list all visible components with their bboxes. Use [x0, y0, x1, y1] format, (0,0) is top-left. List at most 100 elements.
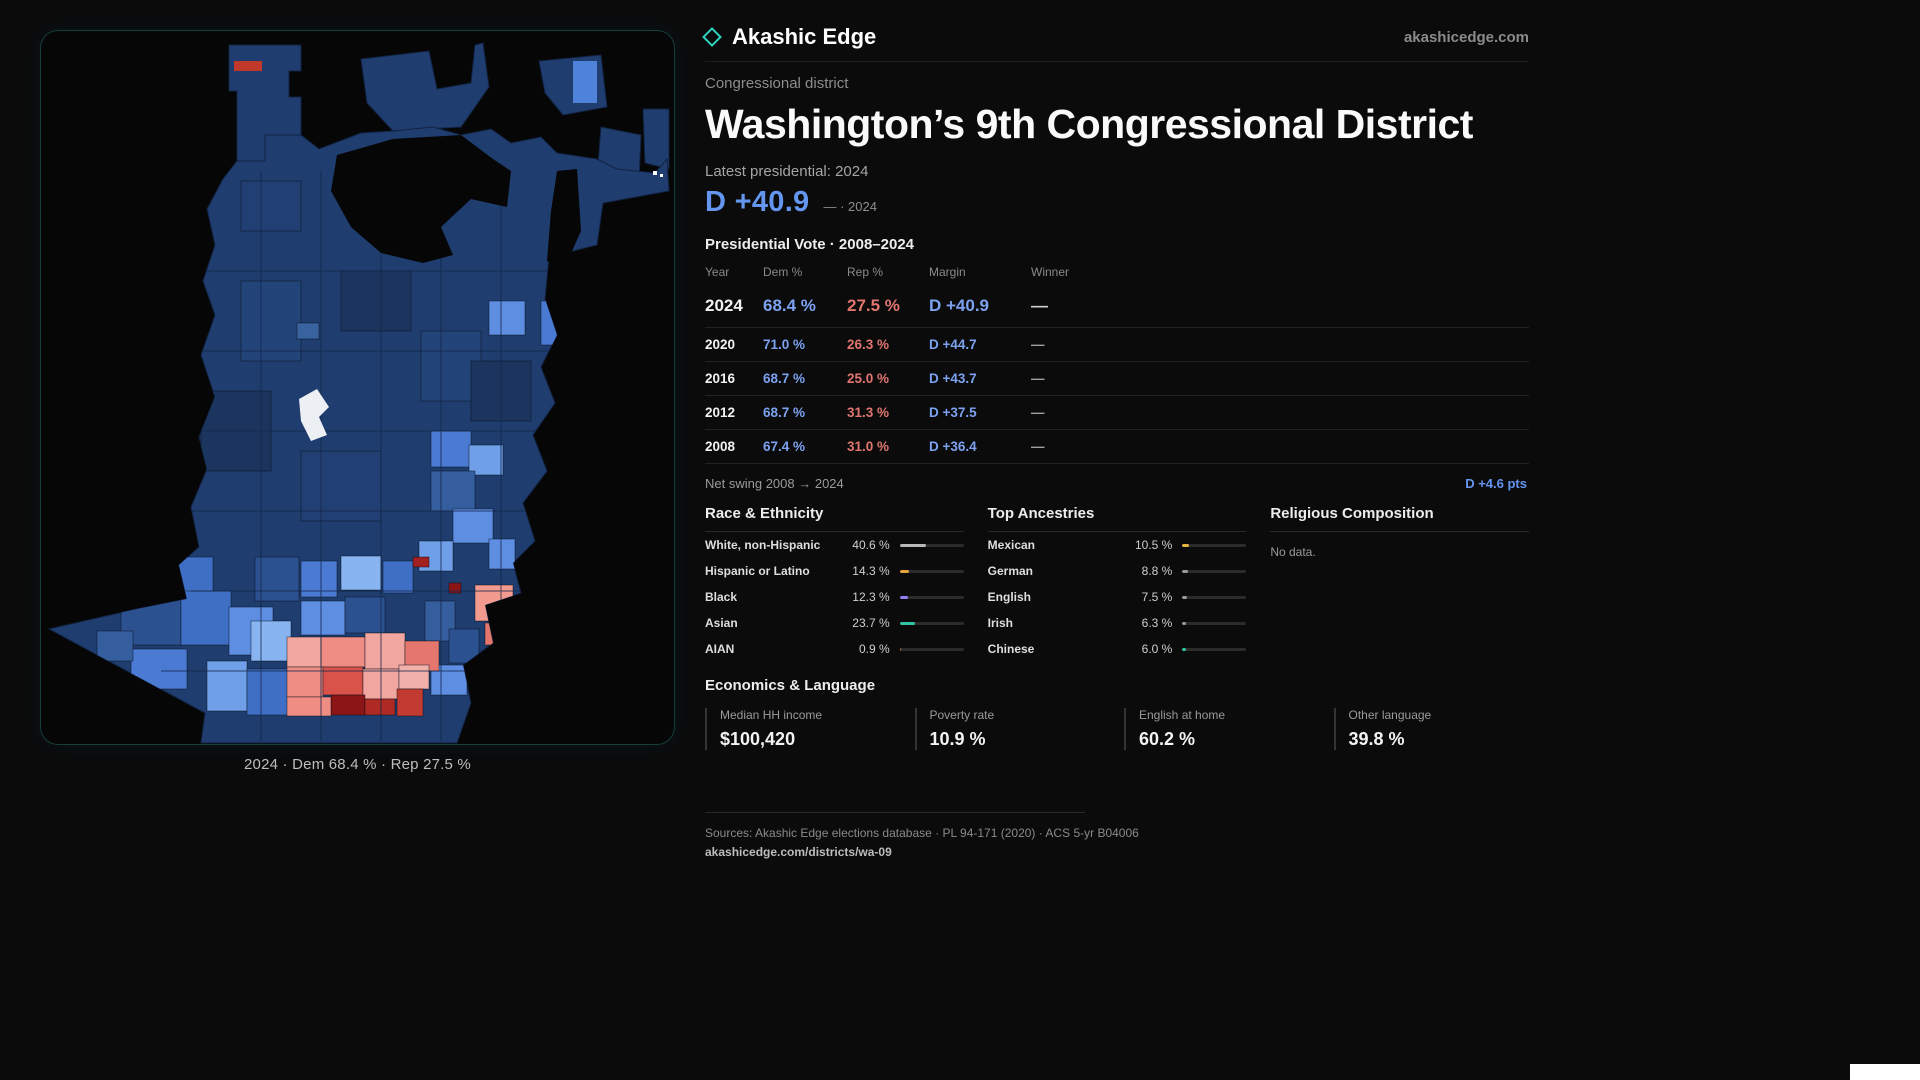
cell-dem: 68.7 % — [763, 371, 806, 386]
stat-label: Other language — [1348, 708, 1432, 722]
demo-value: 10.5 % — [1134, 538, 1173, 552]
list-item: Hispanic or Latino 14.3 % — [705, 558, 964, 584]
demo-bar-track — [899, 569, 964, 573]
cell-dem: 71.0 % — [763, 337, 806, 352]
eyebrow-label: Congressional district — [705, 75, 849, 92]
page-header: Akashic Edge akashicedge.com — [702, 24, 1529, 62]
demo-value: 7.5 % — [1141, 590, 1173, 604]
sources-line: Sources: Akashic Edge elections database… — [705, 826, 1139, 840]
col-margin: Margin — [929, 264, 966, 279]
cell-margin: D +40.9 — [929, 296, 990, 315]
demo-bar-fill — [899, 569, 909, 573]
list-item: German 8.8 % — [988, 558, 1247, 584]
demo-label: Mexican — [987, 538, 1036, 552]
cell-rep: 31.3 % — [847, 405, 890, 420]
demo-bar-fill — [1182, 621, 1187, 625]
cell-dem: 68.7 % — [763, 405, 806, 420]
margin-value: D +40.9 — [705, 186, 810, 218]
demo-value: 6.3 % — [1141, 616, 1173, 630]
cell-year: 2012 — [705, 405, 736, 420]
list-item: Asian 23.7 % — [705, 610, 964, 636]
cell-rep: 27.5 % — [847, 296, 900, 315]
table-row: 2024 68.4 % 27.5 % D +40.9 — — [705, 285, 1529, 328]
net-swing-row: Net swing 2008 → 2024 D +4.6 pts — [705, 464, 1529, 502]
map-precinct-lines — [161, 171, 561, 741]
demo-bar-track — [899, 621, 964, 625]
stat-card: Median HH income $100,420 — [705, 708, 901, 750]
cell-margin: D +43.7 — [929, 371, 977, 386]
col-year: Year — [705, 264, 730, 279]
cell-dem: 68.4 % — [763, 296, 816, 315]
race-heading: Race & Ethnicity — [705, 505, 964, 532]
stat-value: 39.8 % — [1348, 729, 1405, 749]
cell-rep: 26.3 % — [847, 337, 890, 352]
demo-label: Chinese — [987, 642, 1035, 656]
demo-label: Hispanic or Latino — [705, 564, 810, 578]
cell-winner: — — [1031, 296, 1048, 315]
stat-value: 60.2 % — [1139, 729, 1196, 749]
demo-bar-fill — [1182, 543, 1190, 547]
map-water — [303, 45, 581, 267]
ancestries-column: Top Ancestries Mexican 10.5 % German 8.8… — [987, 505, 1247, 662]
cell-margin: D +37.5 — [929, 405, 977, 420]
cell-dem: 67.4 % — [763, 439, 806, 454]
demo-value: 14.3 % — [852, 564, 890, 578]
brand[interactable]: Akashic Edge — [702, 24, 876, 50]
table-row: 2020 71.0 % 26.3 % D +44.7 — — [705, 328, 1529, 362]
demo-label: English — [987, 590, 1031, 604]
latest-presidential-label: Latest presidential: 2024 — [705, 163, 869, 180]
site-link[interactable]: akashicedge.com — [1403, 28, 1529, 46]
table-row: 2008 67.4 % 31.0 % D +36.4 — — [705, 430, 1529, 464]
demo-bar-track — [1182, 543, 1247, 547]
demo-bar-track — [1182, 621, 1247, 625]
demo-bar-fill — [899, 647, 901, 651]
economics-heading: Economics & Language — [705, 677, 876, 694]
col-winner: Winner — [1031, 264, 1070, 279]
cell-rep: 31.0 % — [847, 439, 890, 454]
religion-no-data: No data. — [1270, 545, 1316, 559]
demographics-section: Race & Ethnicity White, non-Hispanic 40.… — [705, 505, 1529, 662]
religion-column: Religious Composition No data. — [1270, 505, 1529, 662]
stat-label: English at home — [1139, 708, 1226, 722]
page-footer: Sources: Akashic Edge elections database… — [705, 812, 1529, 859]
district-choropleth-map — [47, 42, 670, 744]
list-item: Chinese 6.0 % — [988, 636, 1247, 662]
demo-bar-track — [899, 543, 964, 547]
demo-label: AIAN — [705, 642, 735, 656]
demo-value: 40.6 % — [852, 538, 890, 552]
vote-table: Year Dem % Rep % Margin Winner 2024 68.4… — [705, 258, 1529, 464]
demo-value: 8.8 % — [1141, 564, 1173, 578]
demo-label: Black — [705, 590, 738, 604]
cell-year: 2008 — [705, 439, 736, 454]
stat-label: Median HH income — [720, 708, 823, 722]
demo-value: 12.3 % — [852, 590, 890, 604]
map-precincts — [96, 171, 561, 741]
headline-margin: D +40.9 — · 2024 — [705, 186, 1529, 219]
race-ethnicity-column: Race & Ethnicity White, non-Hispanic 40.… — [705, 505, 964, 662]
page-title: Washington’s 9th Congressional District — [705, 101, 1473, 147]
map-caption: 2024 · Dem 68.4 % · Rep 27.5 % — [244, 756, 471, 773]
cell-winner: — — [1031, 439, 1045, 454]
permalink[interactable]: akashicedge.com/districts/wa-09 — [705, 845, 892, 859]
vote-table-heading: Presidential Vote · 2008–2024 — [705, 236, 915, 253]
religion-heading: Religious Composition — [1270, 505, 1529, 532]
list-item: AIAN 0.9 % — [705, 636, 964, 662]
list-item: English 7.5 % — [988, 584, 1247, 610]
demo-bar-fill — [1182, 647, 1187, 651]
demo-bar-track — [899, 595, 964, 599]
list-item: Irish 6.3 % — [988, 610, 1247, 636]
demo-value: 23.7 % — [852, 616, 890, 630]
demo-value: 6.0 % — [1141, 642, 1173, 656]
economics-stats: Median HH income $100,420 Poverty rate 1… — [705, 708, 1529, 750]
list-item: Mexican 10.5 % — [988, 532, 1247, 558]
list-item: Black 12.3 % — [705, 584, 964, 610]
table-row: 2016 68.7 % 25.0 % D +43.7 — — [705, 362, 1529, 396]
ancestries-heading: Top Ancestries — [987, 505, 1247, 532]
col-dem: Dem % — [763, 264, 803, 279]
demo-bar-fill — [1182, 595, 1188, 599]
cell-year: 2020 — [705, 337, 736, 352]
demo-bar-track — [1182, 647, 1247, 651]
stat-value: $100,420 — [720, 729, 796, 749]
list-item: White, non-Hispanic 40.6 % — [705, 532, 964, 558]
footer-divider — [705, 812, 1085, 813]
